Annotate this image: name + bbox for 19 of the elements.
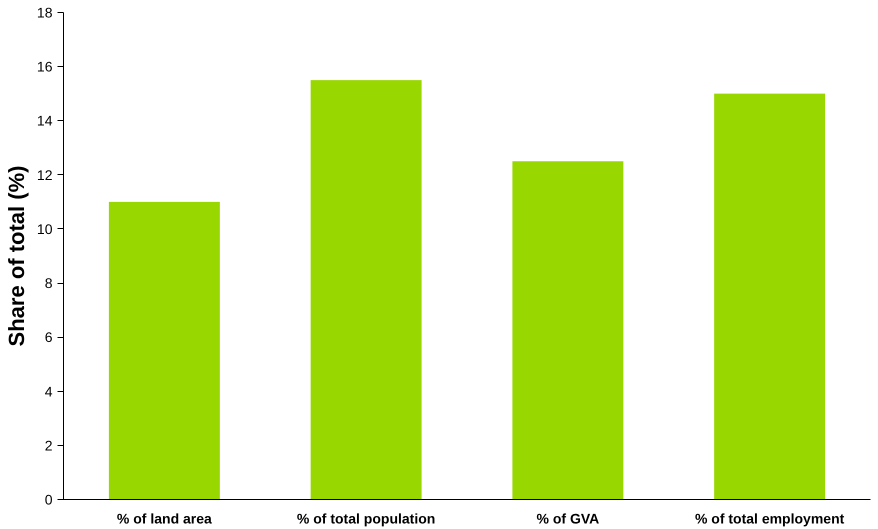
y-tick-label: 6 bbox=[44, 329, 53, 346]
y-axis-title: Share of total (%) bbox=[4, 166, 29, 346]
bar bbox=[512, 161, 624, 500]
bar bbox=[714, 94, 826, 500]
y-tick-label: 16 bbox=[36, 58, 53, 75]
y-tick-label: 18 bbox=[36, 4, 53, 20]
x-tick-label: % of GVA bbox=[536, 510, 600, 526]
bar bbox=[310, 80, 422, 500]
y-tick-label: 4 bbox=[44, 383, 53, 400]
y-tick-label: 12 bbox=[36, 166, 53, 183]
y-tick-label: 10 bbox=[36, 220, 53, 237]
x-tick-label: % of total employment bbox=[694, 510, 845, 526]
y-tick-label: 0 bbox=[44, 492, 53, 508]
bar bbox=[108, 202, 220, 500]
x-tick-label: % of total population bbox=[296, 510, 436, 526]
y-tick-label: 2 bbox=[44, 437, 53, 454]
y-tick-label: 14 bbox=[36, 112, 53, 129]
y-tick-label: 8 bbox=[44, 275, 53, 292]
x-tick-label: % of land area bbox=[116, 510, 212, 526]
